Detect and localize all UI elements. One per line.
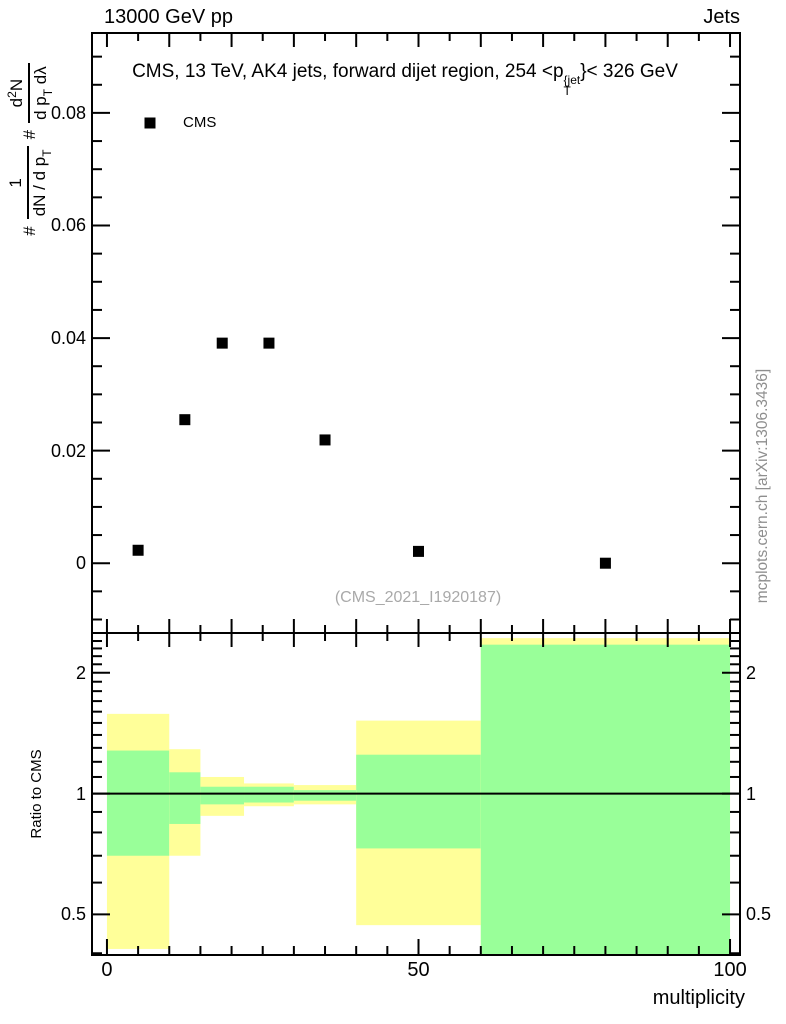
data-point [319, 434, 331, 446]
ylabel-fraction-1: 1 dN / d pT [6, 146, 54, 220]
data-point [599, 557, 611, 569]
beam-energy-title: 13000 GeV pp [104, 6, 233, 28]
plot-title-superscript: {jet [563, 73, 581, 87]
data-point [412, 545, 424, 557]
ratio-y-tick-label-right: 0.5 [746, 904, 772, 925]
main-y-tick-label: 0.06 [50, 215, 86, 236]
legend-label-cms: CMS [183, 114, 217, 131]
main-y-tick-label: 0 [75, 553, 86, 574]
data-point [132, 544, 144, 556]
data-point [216, 337, 228, 349]
ratio-frame [91, 632, 741, 956]
ratio-y-tick-label-right: 1 [746, 783, 757, 804]
main-y-tick-label: 0.04 [50, 328, 86, 349]
band-stat-uncertainty [200, 786, 245, 805]
band-stat-uncertainty [244, 786, 294, 803]
ylabel-frac2-num-sup: 2 [5, 91, 19, 98]
ratio-y-tick-label-left: 2 [75, 662, 86, 683]
ylabel-hash-2: # [20, 129, 39, 140]
ylabel-frac1-den-text: dN / d p [30, 156, 49, 217]
data-point [179, 414, 191, 426]
plot-title-suffix: }< 326 GeV [580, 61, 678, 82]
band-stat-uncertainty [293, 790, 357, 801]
main-y-tick-label: 0.02 [50, 440, 86, 461]
plot-title-subscript: T [563, 84, 571, 98]
band-stat-uncertainty [169, 772, 201, 824]
x-axis-label: multiplicity [652, 987, 745, 1009]
x-axis-tick-label: 50 [407, 959, 430, 981]
analysis-group-title: Jets [703, 6, 740, 28]
ylabel-frac1-denominator: dN / d pT [27, 146, 54, 220]
plot-title-prefix: CMS, 13 TeV, AK4 jets, forward dijet reg… [132, 61, 564, 82]
watermark: (CMS_2021_I1920187) [334, 589, 502, 606]
data-point [263, 337, 275, 349]
ylabel-frac2-den-text2: dλ [31, 66, 50, 89]
credit-vertical-text: mcplots.cern.ch [arXiv:1306.3436] [754, 368, 771, 604]
band-stat-uncertainty [480, 644, 731, 955]
x-axis-tick-label: 0 [101, 959, 113, 981]
ylabel-frac2-num-text2: N [7, 78, 26, 92]
plot-title: CMS, 13 TeV, AK4 jets, forward dijet reg… [40, 61, 770, 97]
x-axis-tick-label: 100 [713, 959, 747, 981]
ratio-y-tick-label-right: 2 [746, 662, 757, 683]
ylabel-frac1-den-sub: T [40, 149, 54, 157]
ratio-y-tick-label-left: 0.5 [60, 904, 86, 925]
band-stat-uncertainty [356, 754, 481, 849]
ylabel-frac2-den-sub: T [41, 88, 55, 97]
main-y-tick-label: 0.08 [50, 102, 86, 123]
band-stat-uncertainty [106, 750, 170, 856]
ratio-y-tick-label-left: 1 [75, 783, 86, 804]
legend-marker-square [144, 117, 156, 129]
plot-title-script-stack: {jet T [563, 73, 581, 98]
ylabel-frac1-numerator: 1 [6, 178, 25, 188]
